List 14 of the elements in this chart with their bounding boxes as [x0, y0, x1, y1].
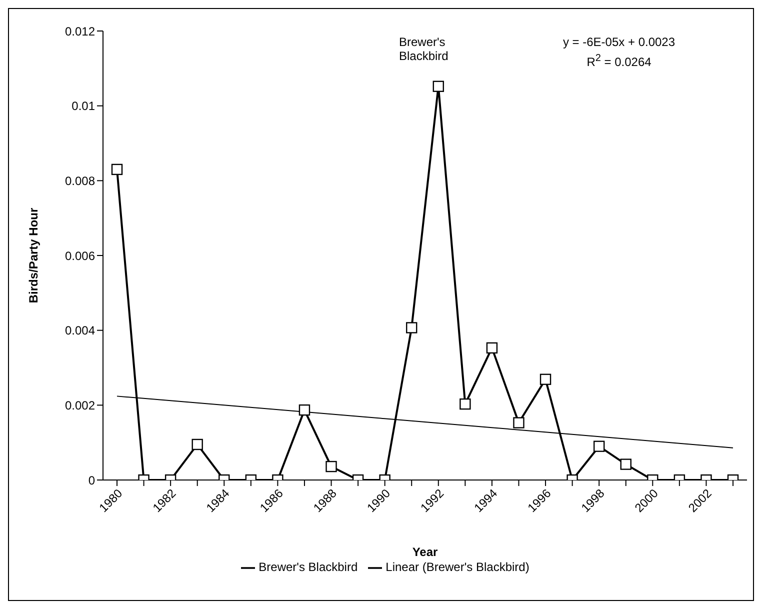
y-tick-label: 0.002	[64, 398, 96, 412]
x-axis-title: Year	[412, 545, 438, 559]
y-tick-label: 0	[88, 473, 96, 488]
y-tick-label: 0.01	[72, 99, 96, 114]
annotation: R$^{2}$ = 0.0264	[586, 53, 652, 69]
y-tick-label: 0.006	[64, 248, 96, 263]
annotation: y = -6E-05x + 0.0023	[562, 35, 676, 49]
y-tick-label: 0.004	[64, 324, 96, 338]
legend-label: Brewer's Blackbird	[258, 560, 358, 574]
legend-label: Linear (Brewer's Blackbird)	[386, 560, 530, 574]
annotation: Brewer's Blackbird	[399, 35, 450, 63]
y-axis-title: Birds/Party Hour	[26, 207, 40, 304]
y-tick-label: 0.012	[64, 24, 96, 38]
y-tick-label: 0.008	[64, 174, 96, 188]
